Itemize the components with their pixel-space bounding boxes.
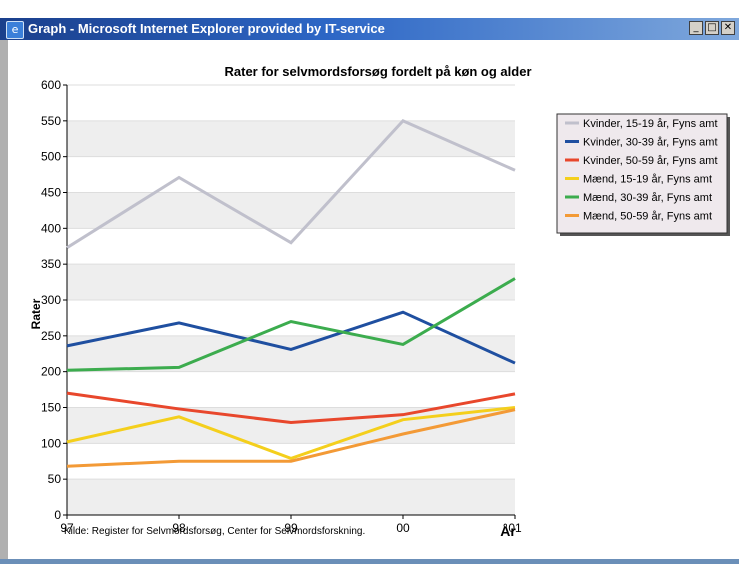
y-tick-labels: 0 50 100 150 200 250 300 350 400 450 500 550 600 [41, 78, 67, 522]
y-tick-label: 100 [41, 436, 61, 450]
y-tick-label: 150 [41, 401, 61, 415]
legend-entry: Mænd, 50-59 år, Fyns amt [583, 211, 712, 223]
legend-entry: Mænd, 30-39 år, Fyns amt [583, 192, 712, 204]
y-tick-label: 600 [41, 78, 61, 92]
y-tick-label: 0 [54, 508, 61, 522]
x-tick-labels: 97 98 99 00 01 [60, 515, 522, 535]
grid-band [67, 264, 515, 300]
y-tick-label: 400 [41, 221, 61, 235]
y-tick-label: 450 [41, 186, 61, 200]
window-title: Graph - Microsoft Internet Explorer prov… [28, 21, 385, 36]
grid-band [67, 120, 515, 157]
grid-band [67, 479, 515, 515]
y-tick-label: 300 [41, 293, 61, 307]
series-line [66, 408, 516, 468]
x-tick-label: 01 [508, 521, 522, 535]
grid-band [67, 335, 515, 372]
y-tick-label: 200 [41, 365, 61, 379]
legend: Kvinder, 15-19 år, Fyns amt Kvinder, 30-3… [556, 113, 730, 236]
chart-panel: 0 50 100 150 200 250 300 350 400 450 500 550 600 97 9… [0, 40, 739, 559]
source-note: Kilde: Register for Selvmordsforsøg, Cen… [64, 526, 365, 537]
chart-title: Rater for selvmordsforsøg fordelt på køn… [225, 64, 532, 79]
series-line [66, 391, 516, 425]
legend-box [556, 113, 728, 234]
maximize-button[interactable]: □ [705, 21, 719, 35]
title-bar[interactable]: e Graph - Microsoft Internet Explorer pr… [0, 18, 739, 40]
close-button[interactable]: ✕ [721, 21, 735, 35]
y-tick-label: 550 [41, 114, 61, 128]
x-tick-label: 00 [396, 521, 410, 535]
series-line [66, 310, 516, 365]
grid-band [67, 192, 515, 229]
legend-entry: Kvinder, 15-19 år, Fyns amt [583, 118, 718, 130]
series-line [66, 406, 516, 460]
series-lines [66, 119, 516, 468]
y-axis-label: Rater [29, 298, 43, 329]
grid-bands [67, 84, 515, 516]
y-tick-label: 350 [41, 257, 61, 271]
x-tick-label: 97 [60, 521, 74, 535]
legend-entry: Mænd, 15-19 år, Fyns amt [583, 174, 712, 186]
minimize-button[interactable]: _ [689, 21, 703, 35]
x-axis-label: År [500, 523, 516, 539]
x-tick-label: 99 [284, 521, 298, 535]
y-tick-label: 500 [41, 150, 61, 164]
left-border [0, 40, 8, 559]
internet-explorer-icon[interactable]: e [6, 21, 24, 39]
x-tick-label: 98 [172, 521, 186, 535]
y-tick-label: 50 [48, 472, 62, 486]
series-line [66, 277, 516, 372]
legend-entry: Kvinder, 50-59 år, Fyns amt [583, 155, 718, 167]
legend-entry: Kvinder, 30-39 år, Fyns amt [583, 137, 718, 149]
series-line [66, 119, 516, 249]
y-tick-label: 250 [41, 329, 61, 343]
